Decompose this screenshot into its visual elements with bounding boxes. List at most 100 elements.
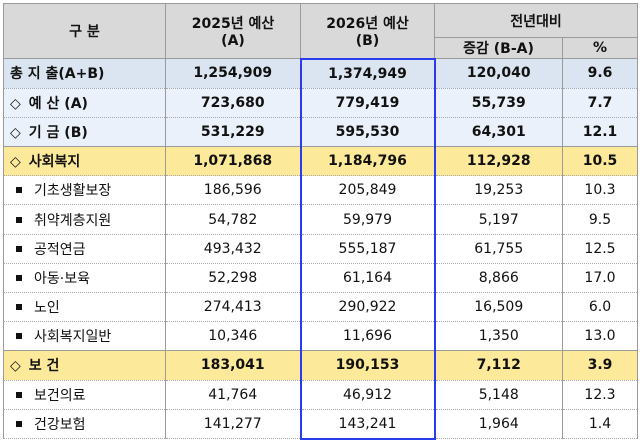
square-bullet-icon [16, 274, 22, 281]
cell-pct: 10.3 [562, 175, 638, 206]
cell-pct: 12.1 [562, 116, 638, 148]
row-label-text: 취약계층지원 [34, 212, 112, 229]
square-bullet-icon [16, 187, 22, 194]
header-yoy: 전년대비 [434, 3, 638, 38]
cell-a: 141,277 [165, 408, 301, 440]
row-label: 아동·보육 [3, 262, 166, 294]
cell-b: 205,849 [299, 175, 436, 206]
table-row: 아동·보육 52,298 61,164 8,866 17.0 [3, 262, 638, 294]
cell-b: 555,187 [299, 233, 436, 264]
row-label: 사회복지일반 [3, 321, 166, 352]
cell-diff: 5,197 [434, 204, 563, 235]
table-row: ◇ 예 산 (A) 723,680 779,419 55,739 7.7 [3, 87, 638, 118]
diamond-icon: ◇ [10, 358, 21, 375]
table-row: 보건의료 41,764 46,912 5,148 12.3 [3, 379, 638, 410]
header-2026-budget: 2026년 예산 (B) [300, 3, 435, 59]
cell-a: 274,413 [165, 291, 301, 323]
cell-diff: 120,040 [434, 58, 563, 89]
row-label-text: 기초생활보장 [34, 183, 112, 200]
cell-pct: 7.7 [562, 87, 638, 118]
cell-b: 46,912 [299, 379, 436, 410]
cell-diff: 1,350 [434, 321, 563, 352]
cell-b: 1,184,796 [299, 146, 436, 177]
cell-pct: 6.0 [562, 291, 638, 323]
cell-pct: 10.5 [562, 146, 638, 177]
cell-a: 10,346 [165, 321, 301, 352]
cell-pct: 12.5 [562, 233, 638, 264]
cell-a: 52,298 [165, 262, 301, 294]
row-label: 공적연금 [3, 233, 166, 264]
cell-pct: 17.0 [562, 262, 638, 294]
cell-diff: 61,755 [434, 233, 563, 264]
diamond-icon: ◇ [10, 124, 21, 141]
table-row: ◇ 기 금 (B) 531,229 595,530 64,301 12.1 [3, 116, 638, 148]
cell-a: 1,254,909 [165, 58, 301, 89]
table-row: 총 지 출(A+B) 1,254,909 1,374,949 120,040 9.6 [3, 57, 638, 89]
row-label: 건강보험 [3, 408, 166, 440]
header-2026-label: 2026년 예산 [326, 15, 409, 32]
table-row: 노인 274,413 290,922 16,509 6.0 [3, 291, 638, 323]
header-category: 구 분 [3, 3, 166, 59]
row-label-text: 사회복지일반 [34, 329, 112, 346]
row-label: ◇ 사회복지 [3, 146, 166, 177]
cell-diff: 7,112 [434, 350, 563, 381]
cell-diff: 64,301 [434, 116, 563, 148]
row-label: ◇ 기 금 (B) [3, 116, 166, 148]
header-2025-label: 2025년 예산 [191, 16, 275, 32]
row-label: 총 지 출(A+B) [3, 58, 166, 89]
cell-b: 595,530 [299, 116, 436, 148]
table-row: ◇ 사회복지 1,071,868 1,184,796 112,928 10.5 [3, 146, 638, 177]
cell-b: 61,164 [299, 262, 436, 294]
table-row: ◇ 보 건 183,041 190,153 7,112 3.9 [3, 350, 638, 381]
row-label: 보건의료 [3, 379, 166, 410]
table-row: 기초생활보장 186,596 205,849 19,253 10.3 [3, 175, 638, 206]
row-label-text: 예 산 (A) [28, 95, 88, 112]
cell-a: 54,782 [165, 204, 301, 235]
square-bullet-icon [16, 216, 22, 223]
cell-b: 290,922 [299, 291, 436, 323]
cell-a: 723,680 [165, 87, 301, 118]
header-2025-budget: 2025년 예산 (A) [165, 3, 301, 59]
row-label-text: 보건의료 [34, 387, 86, 404]
cell-a: 531,229 [165, 116, 301, 148]
cell-pct: 9.6 [562, 58, 638, 89]
cell-diff: 19,253 [434, 175, 563, 206]
square-bullet-icon [16, 304, 22, 311]
cell-b: 11,696 [299, 321, 436, 352]
cell-b: 143,241 [299, 408, 436, 440]
cell-b: 779,419 [299, 87, 436, 118]
row-label: 취약계층지원 [3, 204, 166, 235]
cell-b: 190,153 [299, 350, 436, 381]
row-label-text: 보 건 [28, 358, 60, 375]
cell-pct: 13.0 [562, 321, 638, 352]
table-row: 건강보험 141,277 143,241 1,964 1.4 [3, 408, 638, 440]
square-bullet-icon [16, 333, 22, 340]
row-label-text: 기 금 (B) [28, 124, 88, 141]
cell-diff: 8,866 [434, 262, 563, 294]
row-label: 노인 [3, 291, 166, 323]
cell-a: 186,596 [165, 175, 301, 206]
cell-pct: 12.3 [562, 379, 638, 410]
cell-pct: 9.5 [562, 204, 638, 235]
diamond-icon: ◇ [10, 95, 21, 112]
table-row: 취약계층지원 54,782 59,979 5,197 9.5 [3, 204, 638, 235]
cell-a: 1,071,868 [165, 146, 301, 177]
cell-a: 183,041 [165, 350, 301, 381]
row-label: ◇ 보 건 [3, 350, 166, 381]
diamond-icon: ◇ [10, 154, 21, 171]
cell-diff: 55,739 [434, 87, 563, 118]
cell-diff: 5,148 [434, 379, 563, 410]
budget-table: 구 분 2025년 예산 (A) 2026년 예산 (B) 전년대비 증감 (B-A… [3, 3, 638, 440]
table-row: 공적연금 493,432 555,187 61,755 12.5 [3, 233, 638, 264]
cell-diff: 112,928 [434, 146, 563, 177]
header-pct: % [562, 37, 638, 59]
cell-b: 59,979 [299, 204, 436, 235]
row-label: ◇ 예 산 (A) [3, 87, 166, 118]
cell-b: 1,374,949 [299, 57, 436, 89]
cell-diff: 16,509 [434, 291, 563, 323]
cell-a: 41,764 [165, 379, 301, 410]
square-bullet-icon [16, 421, 22, 428]
table-row: 사회복지일반 10,346 11,696 1,350 13.0 [3, 321, 638, 352]
cell-pct: 1.4 [562, 408, 638, 440]
header-2025-sub: (A) [221, 33, 245, 49]
